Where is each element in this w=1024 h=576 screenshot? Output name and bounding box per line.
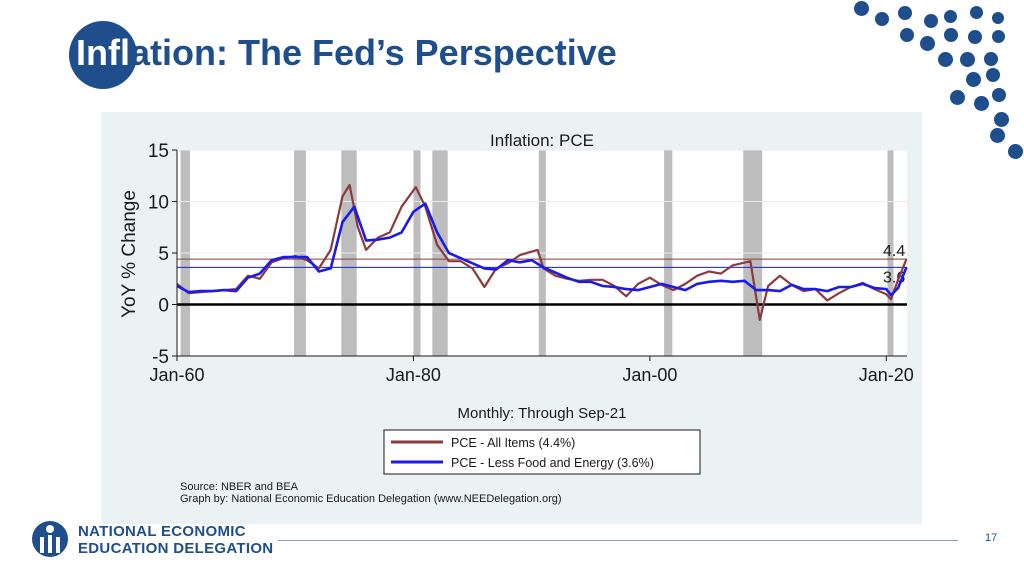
x-axis-label: Monthly: Through Sep-21 (458, 405, 627, 422)
y-tick-label-0: 15 (148, 141, 169, 162)
title-circle (69, 21, 137, 89)
reference-label-0: 4.4 (883, 243, 905, 260)
page-title-part1: Infl (76, 32, 130, 73)
page-title-part2: ation: The Fed’s Perspective (129, 32, 617, 73)
page-title: Inflation: The Fed’s Perspective (76, 28, 617, 78)
dot-pattern (840, 0, 1024, 170)
legend-label-pce-all: PCE - All Items (4.4%) (451, 436, 575, 450)
series-lines (176, 183, 908, 321)
logo-line-2: EDUCATION DELEGATION (78, 540, 274, 557)
y-tick-label-1: 10 (148, 193, 169, 214)
logo-mark-icon (32, 521, 68, 557)
legend: PCE - All Items (4.4%) PCE - Less Food a… (383, 429, 701, 475)
need-logo: NATIONAL ECONOMIC EDUCATION DELEGATION (30, 519, 274, 561)
series-line-1 (176, 202, 908, 297)
y-tick-label-3: 0 (158, 296, 169, 317)
x-tick-label-0: Jan-60 (149, 365, 204, 385)
chart-title: Inflation: PCE (490, 131, 594, 150)
source-note: Source: NBER and BEA (180, 481, 299, 493)
x-tick-label-3: Jan-20 (859, 365, 914, 385)
chart-panel: 4.4 3.6 15 10 5 0 -5 Jan-60 Jan-80 Jan-00 Jan-20 … (101, 112, 922, 524)
credit-note: Graph by: National Economic Education De… (180, 493, 562, 505)
y-tick-label-2: 5 (158, 244, 169, 265)
y-tick-label-4: -5 (152, 347, 169, 368)
y-axis-label: YoY % Change (119, 190, 140, 318)
footer-divider (278, 540, 958, 541)
legend-box (383, 429, 701, 475)
x-tick-label-1: Jan-80 (386, 365, 441, 385)
legend-label-pce-core: PCE - Less Food and Energy (3.6%) (451, 456, 654, 470)
x-tick-label-2: Jan-00 (622, 365, 677, 385)
page-number: 17 (985, 532, 998, 544)
logo-line-1: NATIONAL ECONOMIC (78, 523, 246, 540)
